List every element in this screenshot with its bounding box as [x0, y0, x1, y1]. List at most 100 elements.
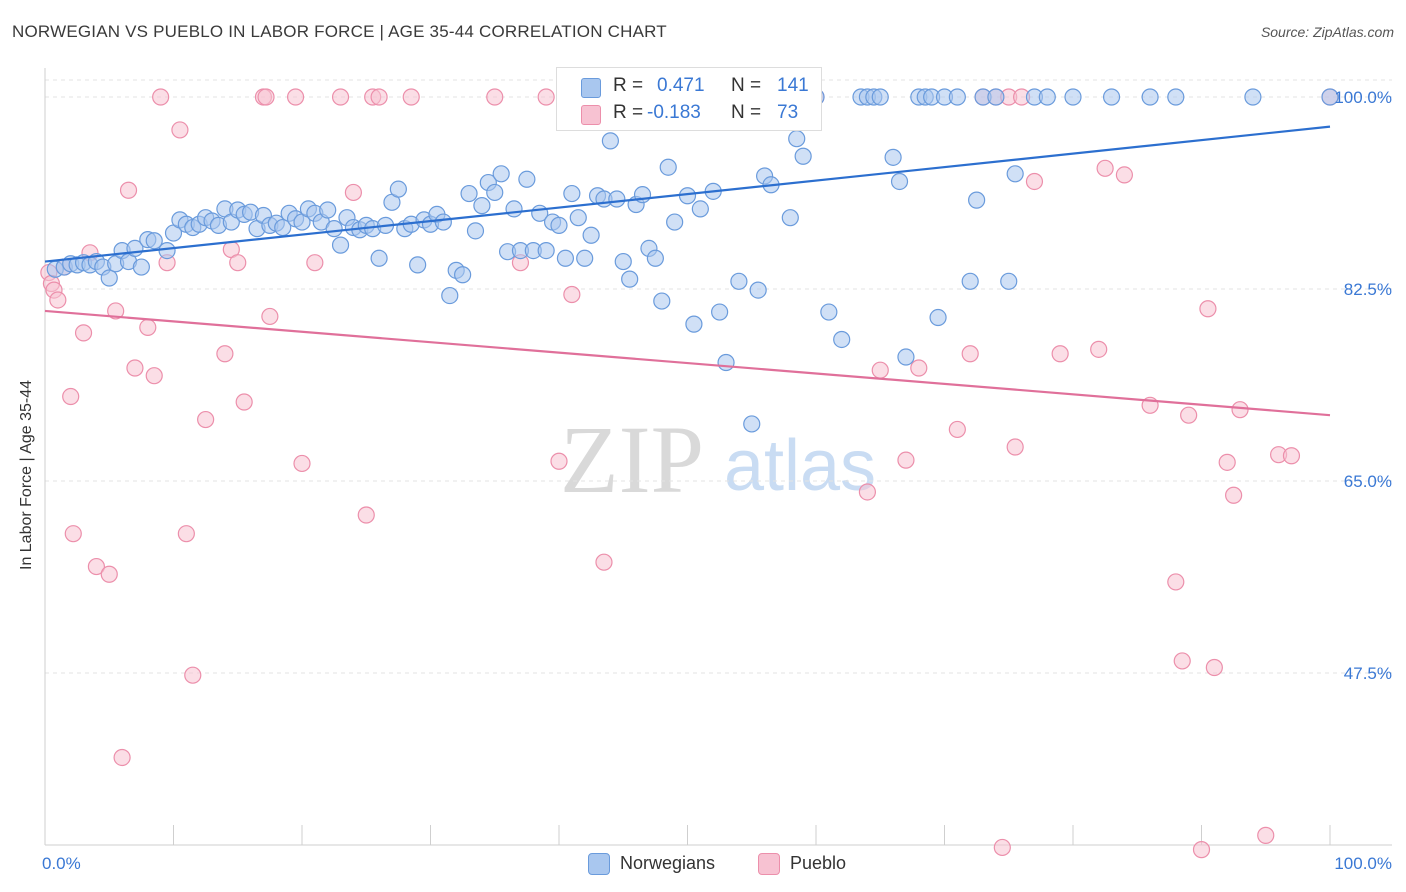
pueblo-point	[64, 525, 82, 543]
norwegian-point	[884, 148, 902, 166]
norwegian-point	[319, 201, 337, 219]
pueblo-point	[486, 88, 504, 106]
n-label: N =	[731, 75, 762, 96]
pueblo-point	[595, 553, 613, 571]
y-tick-label-0: 100.0%	[1334, 88, 1392, 107]
pueblo-trend-line	[44, 309, 1331, 417]
pueblo-point	[177, 525, 195, 543]
y-tick-label-3: 47.5%	[1344, 664, 1392, 683]
pueblo-point	[402, 88, 420, 106]
norwegian-point	[897, 348, 915, 366]
pueblo-legend-swatch	[758, 853, 780, 875]
pueblo-point	[948, 420, 966, 439]
pueblo-point	[871, 361, 889, 379]
pueblo-point	[537, 88, 555, 106]
pueblo-point	[1225, 486, 1243, 504]
norwegian-point	[685, 315, 703, 333]
pueblo-point	[370, 88, 388, 106]
pueblo-n-value: 73	[777, 102, 799, 123]
norwegian-point	[550, 216, 568, 234]
pueblo-point	[1205, 658, 1223, 677]
pueblo-point	[261, 307, 279, 326]
norwegian-point	[717, 353, 735, 372]
pueblo-point	[306, 254, 324, 272]
pueblo-point	[910, 359, 928, 377]
norwegian-point	[563, 184, 581, 203]
r-label: R =	[613, 102, 644, 123]
pueblo-point	[1257, 826, 1275, 844]
y-tick-label-1: 82.5%	[1344, 280, 1392, 299]
norwegian-point	[614, 252, 632, 271]
pueblo-point	[1115, 166, 1134, 184]
pueblo-point	[1180, 406, 1198, 424]
pueblo-point	[331, 88, 350, 106]
pueblo-point	[126, 359, 144, 377]
norwegian-point	[389, 180, 407, 198]
pueblo-r-value: -0.183	[647, 102, 701, 123]
pueblo-point	[62, 387, 80, 406]
pueblo-point	[119, 181, 138, 199]
norwegians-n-value: 141	[777, 75, 809, 96]
r-label: R =	[613, 75, 644, 96]
norwegian-point	[473, 197, 491, 215]
norwegian-point	[454, 266, 472, 284]
stats-legend: R = 0.471 N = 141 R = -0.183 N = 73	[556, 67, 822, 131]
norwegian-point	[749, 281, 767, 299]
norwegian-point	[666, 213, 684, 231]
norwegian-point	[743, 415, 761, 433]
norwegians-swatch	[581, 78, 601, 98]
norwegian-point	[556, 249, 575, 267]
norwegian-point	[730, 272, 748, 290]
norwegian-point	[961, 272, 979, 290]
norwegian-point	[711, 303, 729, 321]
pueblo-point	[257, 88, 275, 106]
norwegian-point	[158, 242, 176, 260]
norwegian-point	[653, 292, 671, 310]
norwegians-trend-line	[44, 125, 1331, 263]
pueblo-point	[897, 451, 915, 469]
norwegian-point	[441, 286, 459, 305]
pueblo-point	[152, 88, 170, 106]
norwegian-point	[331, 236, 350, 254]
norwegian-point	[948, 88, 966, 106]
pueblo-point	[107, 302, 125, 320]
pueblo-point	[1173, 652, 1191, 670]
pueblo-point	[197, 410, 215, 429]
norwegian-point	[569, 209, 587, 227]
pueblo-point	[1199, 300, 1217, 318]
pueblo-point	[293, 454, 311, 473]
pueblo-point	[1231, 401, 1249, 419]
pueblo-point	[993, 838, 1011, 857]
pueblo-point	[1051, 345, 1069, 363]
watermark-atlas: atlas	[724, 426, 876, 506]
norwegian-point	[1321, 88, 1339, 106]
norwegian-point	[145, 232, 163, 250]
norwegian-point	[987, 88, 1005, 106]
norwegian-point	[608, 190, 626, 208]
pueblo-point	[216, 345, 234, 363]
pueblo-point	[87, 557, 106, 576]
norwegian-point	[890, 172, 909, 191]
norwegian-point	[132, 258, 150, 276]
pueblo-point	[1096, 159, 1114, 177]
pueblo-point	[961, 345, 979, 363]
pueblo-point	[563, 285, 581, 304]
norwegian-point	[1000, 272, 1018, 290]
pueblo-point	[113, 748, 131, 767]
norwegian-point	[833, 330, 851, 349]
norwegian-point	[409, 256, 427, 274]
norwegian-point	[968, 191, 986, 209]
pueblo-point	[74, 324, 93, 342]
norwegian-point	[466, 222, 485, 240]
norwegian-point	[325, 220, 343, 238]
norwegian-point	[794, 147, 812, 165]
norwegian-point	[537, 242, 555, 260]
norwegian-point	[370, 249, 388, 267]
norwegian-point	[582, 226, 600, 244]
pueblo-point	[139, 318, 157, 336]
pueblo-point	[344, 183, 362, 202]
norwegian-point	[871, 88, 889, 106]
norwegian-point	[1102, 88, 1121, 106]
norwegian-point	[518, 170, 536, 188]
